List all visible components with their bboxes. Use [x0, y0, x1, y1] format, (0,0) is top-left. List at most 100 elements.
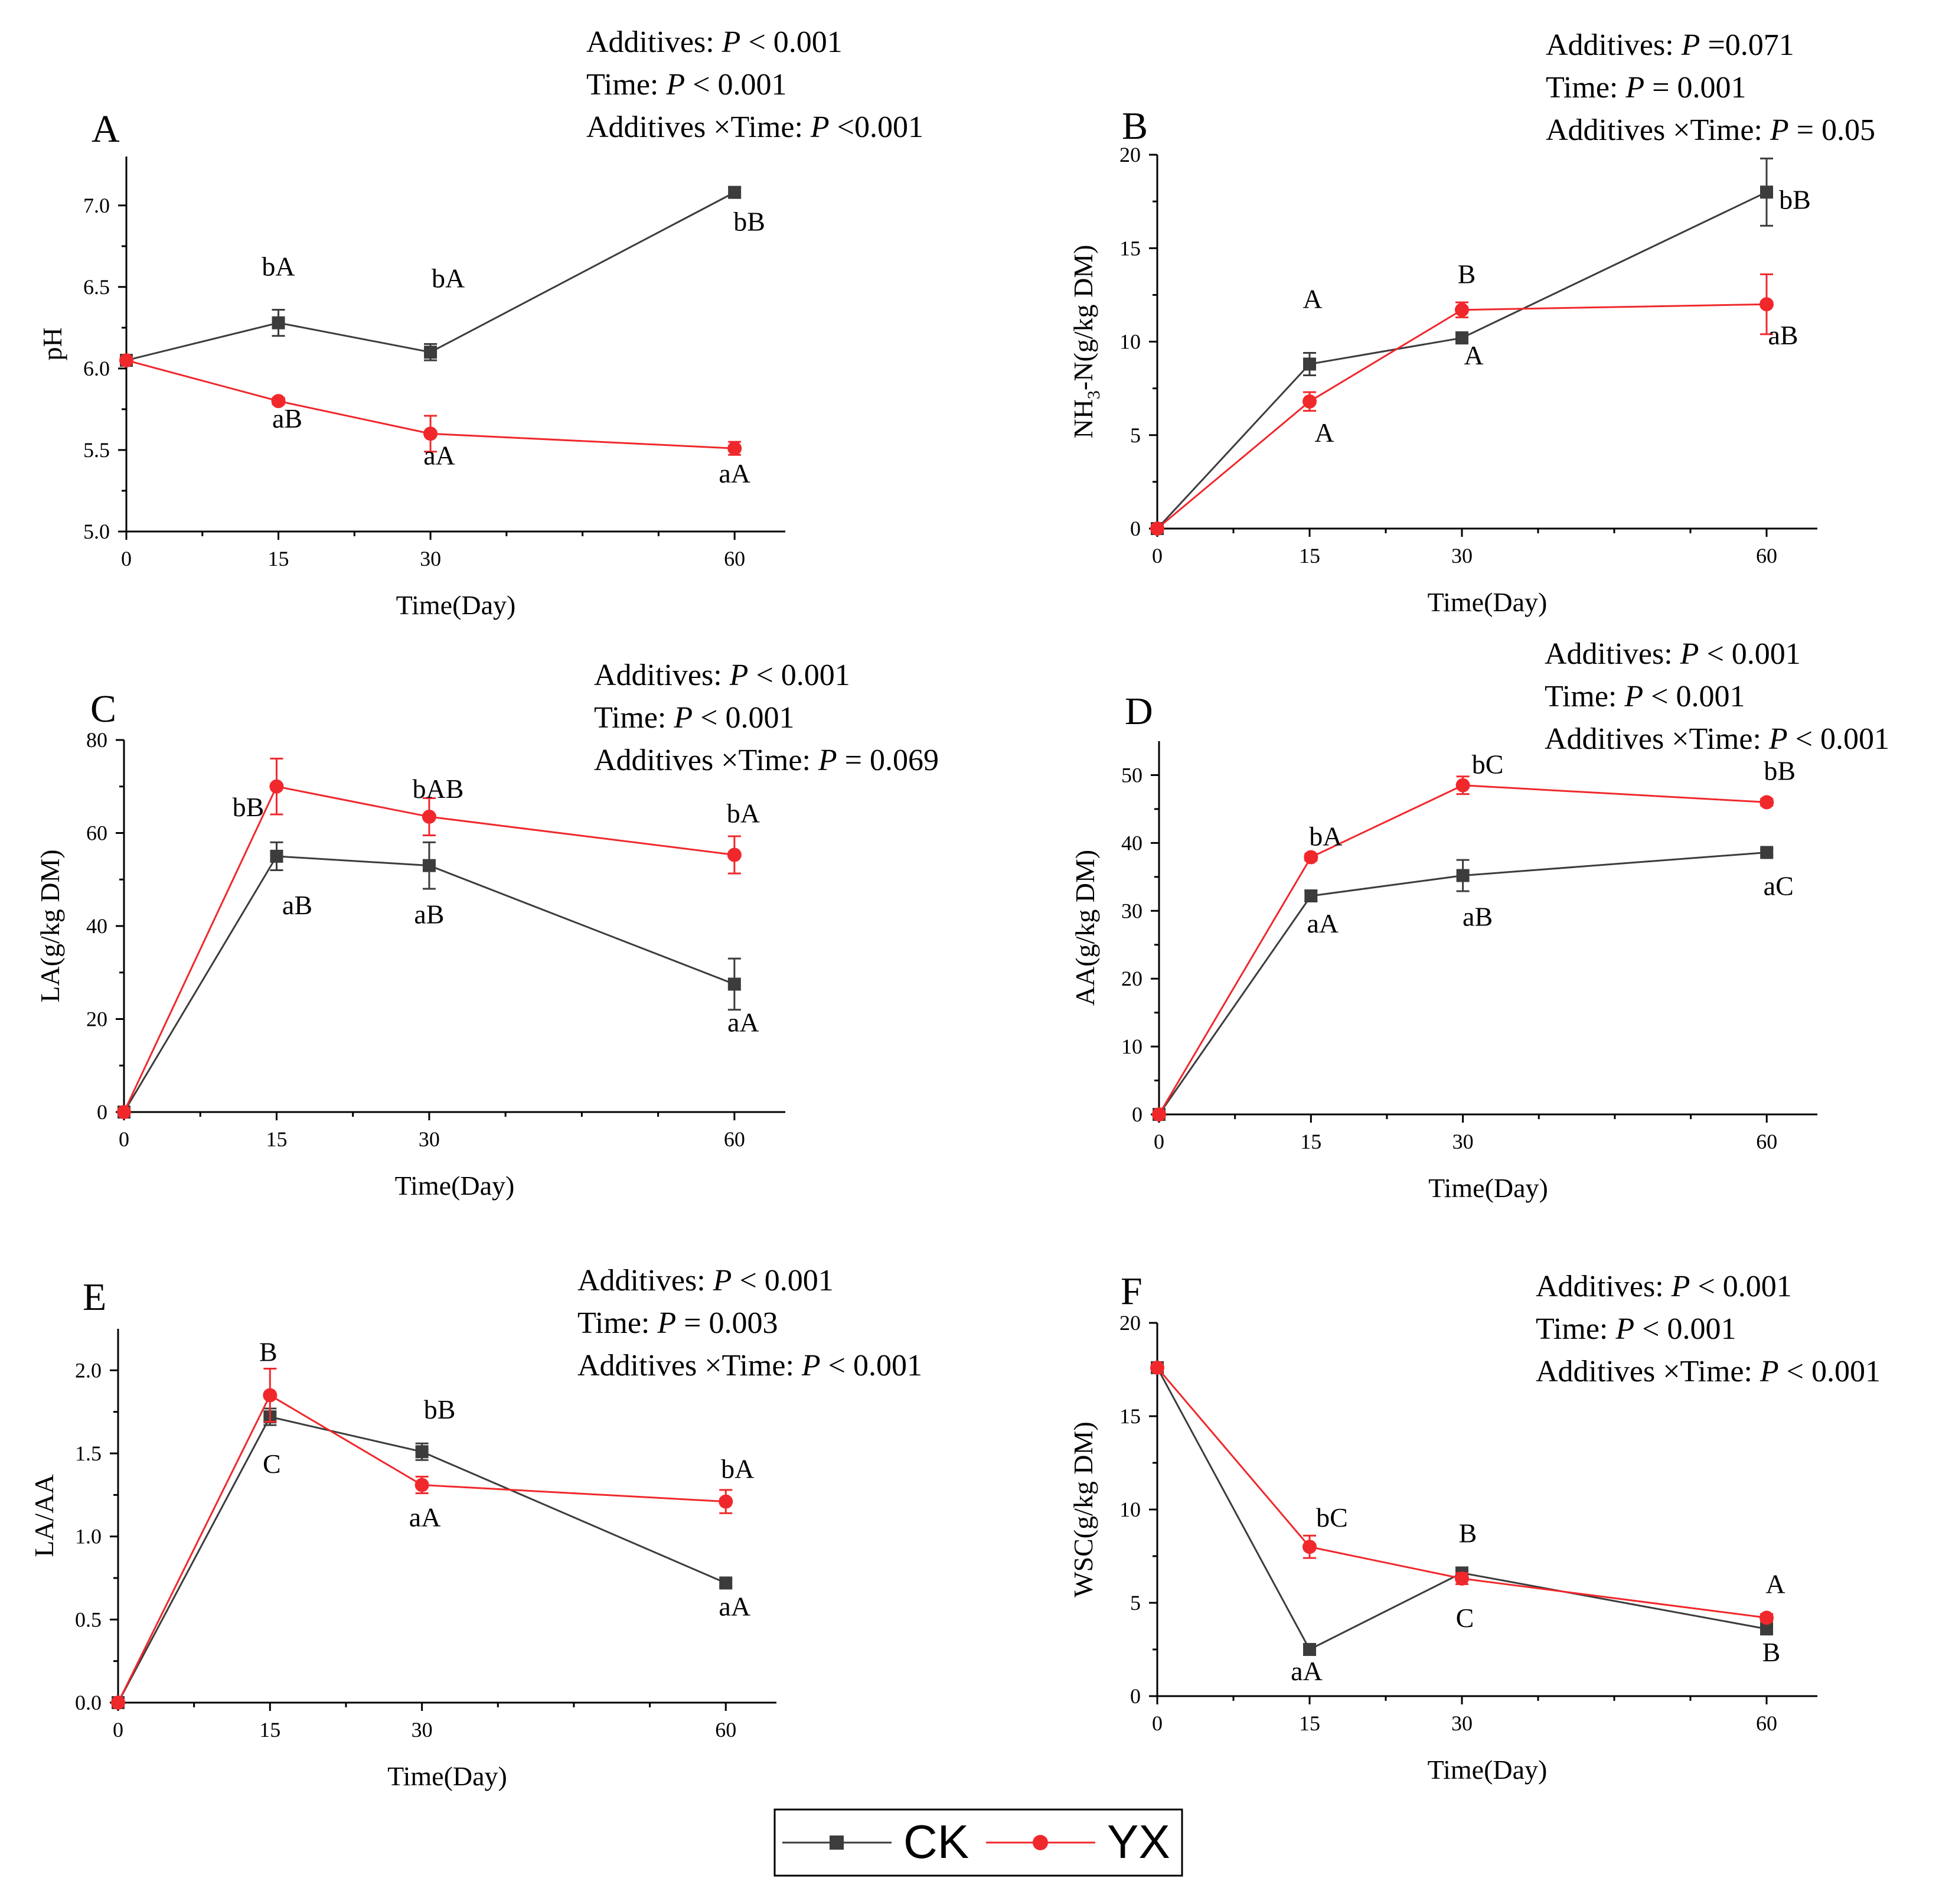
significance-letter: B [1458, 259, 1476, 289]
significance-letter: bA [262, 252, 295, 282]
y-tick-label: 6.5 [83, 275, 110, 299]
x-tick-label: 60 [1756, 1130, 1777, 1153]
data-point-ck [272, 316, 285, 330]
data-point-ck [1303, 357, 1316, 371]
chart-panel-d: 0 10 20 30 40 50 0 15 30 60 Time(Day) AA(g/kg DM) D A… [1070, 637, 1889, 1203]
data-point-yx [1455, 1571, 1469, 1586]
series-yx: bB bAB bA [117, 758, 760, 1119]
series-line-ck [1156, 191, 1767, 530]
data-point-ck [1760, 846, 1774, 859]
significance-letter: C [1456, 1603, 1474, 1633]
x-tick-label: 30 [420, 547, 441, 570]
legend-yx-label: YX [1107, 1815, 1170, 1868]
y-tick-label: 20 [1121, 967, 1142, 990]
panel-label: F [1121, 1270, 1142, 1313]
data-point-yx [1304, 850, 1318, 865]
data-point-yx [422, 809, 436, 824]
series-line-ck [123, 855, 735, 1113]
stat-line: Additives ×Time: P = 0.069 [594, 744, 939, 777]
y-tick-label: 5.5 [83, 438, 110, 462]
data-point-yx [423, 426, 438, 441]
data-point-ck [424, 345, 438, 359]
y-axis-label: WSC(g/kg DM) [1068, 1422, 1098, 1597]
significance-letter: aA [1307, 908, 1339, 938]
data-point-ck [1455, 331, 1468, 345]
significance-letter: C [263, 1449, 281, 1479]
data-point-ck [270, 849, 283, 863]
stat-line: Time: P = 0.003 [577, 1306, 778, 1340]
significance-letter: A [1765, 1569, 1785, 1599]
stat-line: Additives ×Time: P < 0.001 [1545, 722, 1889, 756]
data-point-ck [1760, 1622, 1773, 1636]
significance-letter: bB [1764, 755, 1796, 785]
y-tick-label: 0 [97, 1100, 107, 1124]
x-tick-label: 60 [1756, 1711, 1777, 1735]
y-tick-label: 5.0 [83, 520, 110, 543]
significance-letter: bAB [412, 774, 463, 804]
stat-line: Additives: P < 0.001 [1545, 637, 1801, 671]
data-point-yx [271, 394, 286, 409]
y-tick-label: 0.0 [75, 1691, 102, 1714]
y-tick-label: 30 [1121, 899, 1142, 922]
y-axis-label: pH [37, 327, 67, 360]
series-line-yx [117, 1394, 726, 1703]
y-tick-label: 15 [1119, 236, 1141, 260]
chart-panel-e: 0.0 0.5 1.0 1.5 2.0 0 15 30 60 Time(Day) LA/AA E Add… [29, 1264, 922, 1791]
data-point-yx [111, 1696, 125, 1710]
data-point-ck [1303, 1643, 1316, 1656]
data-point-yx [727, 441, 742, 456]
significance-letter: bC [1472, 749, 1504, 780]
y-tick-label: 15 [1119, 1404, 1141, 1428]
x-tick-label: 30 [1452, 1130, 1474, 1153]
data-point-yx [263, 1388, 278, 1403]
x-axis-label: Time(Day) [396, 590, 516, 620]
x-axis-label: Time(Day) [395, 1171, 515, 1201]
data-point-yx [1150, 521, 1164, 536]
stat-line: Additives: P < 0.001 [594, 658, 850, 692]
significance-letter: bB [424, 1394, 456, 1424]
y-tick-label: 50 [1121, 763, 1142, 787]
x-tick-label: 15 [259, 1718, 280, 1742]
significance-letter: B [1459, 1518, 1477, 1548]
significance-letter: bB [1779, 184, 1811, 214]
y-tick-label: 0 [1130, 517, 1141, 540]
series-yx: bC C A [1150, 1360, 1785, 1633]
y-tick-label: 60 [86, 821, 107, 845]
y-tick-label: 20 [1119, 143, 1141, 167]
series-line-yx [1157, 303, 1767, 530]
significance-letter: B [259, 1337, 278, 1367]
y-axis-label: LA/AA [29, 1474, 59, 1557]
y-tick-label: 40 [86, 914, 107, 938]
series-ck: CbB aA [112, 1394, 750, 1709]
stat-line: Additives: P < 0.001 [586, 25, 843, 59]
significance-letter: aB [1463, 902, 1493, 932]
y-tick-label: 80 [86, 728, 107, 752]
x-axis-label: Time(Day) [1428, 1755, 1548, 1785]
series-line-yx [123, 785, 735, 1113]
data-point-yx [727, 847, 742, 862]
x-tick-label: 15 [1299, 1711, 1320, 1735]
data-point-yx [1303, 394, 1317, 409]
y-tick-label: 10 [1119, 330, 1141, 354]
stat-line: Additives: P < 0.001 [577, 1264, 834, 1297]
y-tick-label: 0 [1130, 1684, 1141, 1708]
stat-line: Additives ×Time: P = 0.05 [1546, 113, 1875, 147]
data-point-yx [1760, 1610, 1774, 1625]
y-tick-label: 5 [1130, 423, 1141, 447]
significance-letter: aC [1764, 871, 1794, 901]
y-tick-label: 40 [1121, 831, 1142, 855]
legend-ck-marker [830, 1835, 844, 1850]
y-axis-label: LA(g/kg DM) [35, 849, 65, 1002]
significance-letter: bB [233, 792, 265, 822]
significance-letter: bA [727, 798, 760, 829]
significance-letter: B [1762, 1637, 1781, 1667]
y-tick-label: 10 [1119, 1498, 1141, 1521]
significance-letter: aB [1768, 320, 1798, 350]
y-tick-label: 10 [1121, 1035, 1142, 1058]
stat-line: Additives: P =0.071 [1546, 28, 1794, 62]
series-yx: BaA bA [111, 1337, 754, 1710]
significance-letter: aB [282, 890, 312, 920]
series-yx: bA bC bB [1152, 749, 1796, 1121]
